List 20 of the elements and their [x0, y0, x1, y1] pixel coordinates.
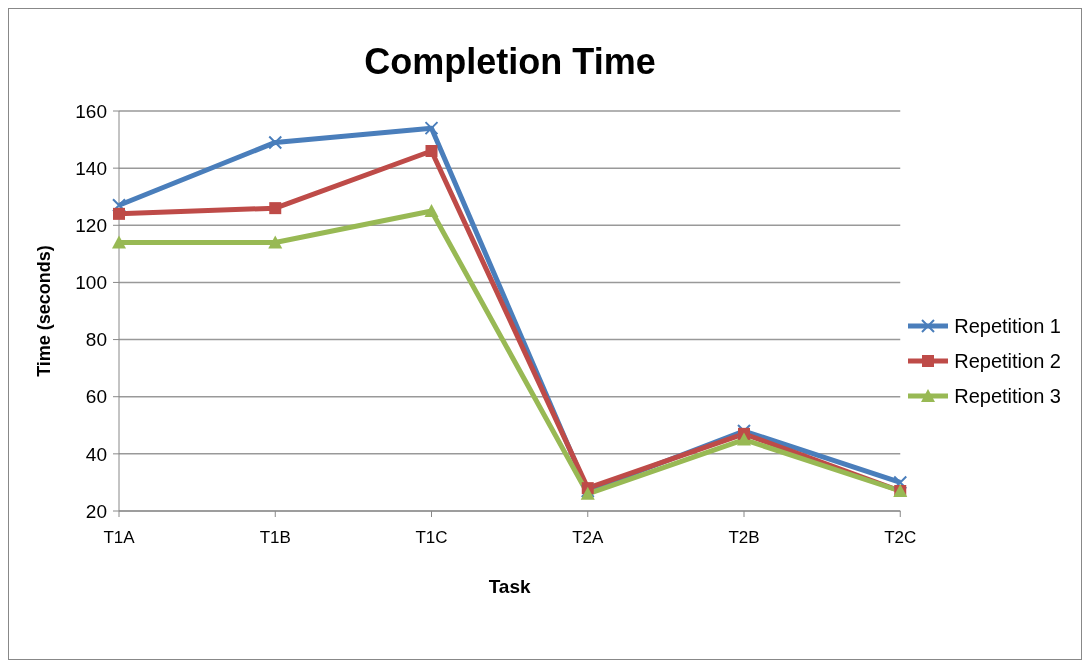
y-tick-label: 100: [75, 272, 107, 294]
legend-label: Repetition 2: [954, 349, 1061, 373]
y-tick-label: 140: [75, 157, 107, 179]
x-tick-label: T1C: [415, 528, 448, 548]
y-tick-label: 60: [85, 386, 107, 408]
chart-title: Completion Time: [363, 40, 657, 84]
legend-label: Repetition 3: [954, 384, 1061, 408]
x-tick-label: T2A: [572, 528, 604, 548]
x-tick-label: T2C: [884, 528, 917, 548]
y-tick-label: 120: [75, 215, 107, 237]
x-tick-label: T2B: [728, 528, 760, 548]
y-tick-label: 20: [85, 500, 107, 522]
legend-label: Repetition 1: [954, 314, 1061, 338]
y-tick-label: 40: [85, 443, 107, 465]
x-tick-label: T1B: [259, 528, 291, 548]
y-tick-label: 80: [85, 329, 107, 351]
y-tick-label: 160: [75, 100, 107, 122]
x-axis-title: Task: [488, 576, 531, 597]
x-tick-label: T1A: [103, 528, 136, 548]
y-axis-title: Time (seconds): [34, 245, 55, 377]
